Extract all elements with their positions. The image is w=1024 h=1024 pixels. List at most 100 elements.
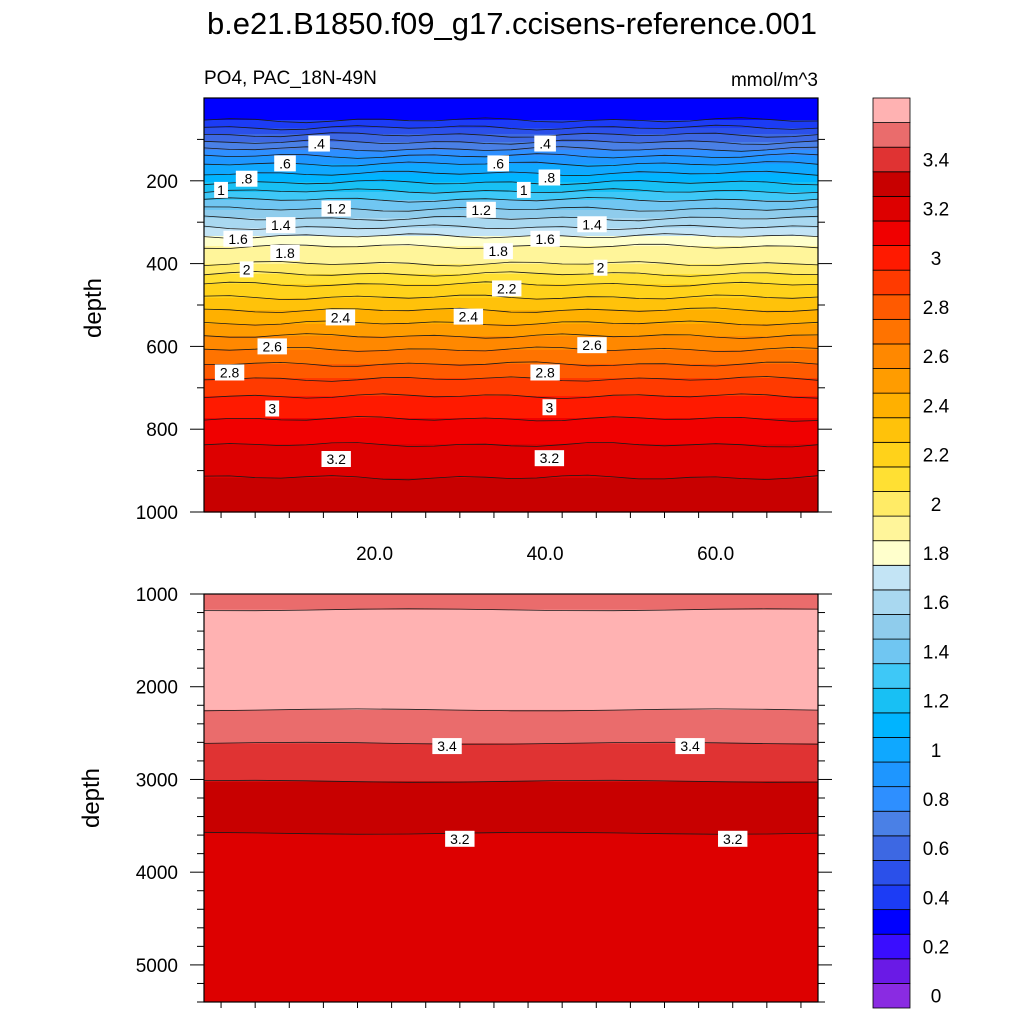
upper-contour-label: 1 (520, 182, 528, 198)
lower-y-axis-label: depth (78, 768, 105, 828)
upper-contour-label-box (593, 259, 608, 276)
colorbar-swatch (872, 195, 911, 222)
upper-fill-band (204, 240, 818, 243)
variable-region-label: PO4, PAC_18N-49N (204, 68, 377, 89)
lower-y-tick-label: 5000 (136, 956, 178, 977)
upper-fill-band (204, 114, 818, 117)
colorbar-tick-label: 0.4 (923, 888, 950, 909)
colorbar: 0 0.2 0.4 0.6 0.8 1 1.2 1.4 1.6 1.8 2 2.2 2.4 2.6 2.8 3… (872, 97, 950, 1009)
upper-y-axis-label: depth (80, 278, 107, 338)
upper-contour-label-box (487, 155, 510, 172)
upper-contour-line (203, 416, 819, 422)
upper-fill-band (204, 278, 818, 281)
upper-fill-band (204, 302, 818, 305)
upper-fill-band (204, 140, 818, 143)
upper-contour-line (203, 361, 819, 367)
upper-contour-label: 1.4 (582, 216, 602, 232)
upper-contour-line (203, 197, 819, 203)
upper-fill-band (204, 384, 818, 387)
upper-contour-line (203, 376, 819, 382)
upper-fill-band (204, 186, 818, 189)
units-label: mmol/m^3 (731, 70, 818, 91)
upper-fill-band (204, 112, 818, 115)
upper-contour-label-box (214, 364, 245, 381)
upper-fill-band (204, 476, 818, 479)
upper-fill-band (204, 486, 818, 489)
lower-y-tick-label: 4000 (136, 863, 178, 884)
upper-contour-label: 2 (597, 260, 605, 276)
upper-fill-band (204, 262, 818, 265)
lower-contour-label-box (445, 830, 475, 847)
upper-fill-band (204, 214, 818, 217)
upper-fill-band (204, 234, 818, 237)
upper-contour-label: .6 (492, 155, 504, 171)
upper-contour-line (203, 333, 819, 339)
upper-contour-line (203, 393, 819, 400)
colorbar-swatch (872, 97, 911, 123)
upper-fill-band (204, 150, 818, 153)
upper-fill-band (204, 426, 818, 429)
upper-fill-band (204, 312, 818, 315)
upper-fill-band (204, 166, 818, 169)
upper-fill-band (204, 270, 818, 273)
upper-fill-band (204, 320, 818, 323)
upper-fill-band (204, 170, 818, 173)
colorbar-swatch (872, 663, 911, 689)
upper-fill-band (204, 174, 818, 177)
upper-fill-band (204, 158, 818, 161)
upper-fill-band (204, 332, 818, 335)
upper-fill-band (204, 228, 818, 231)
upper-contour-label-box (325, 309, 356, 326)
upper-fill-band (204, 386, 818, 389)
lower-fill-band (204, 609, 818, 711)
upper-fill-band (204, 308, 818, 311)
upper-contour-line (203, 153, 819, 159)
upper-fill-band (204, 432, 818, 435)
colorbar-swatch (872, 687, 911, 714)
upper-contour-label: .8 (241, 171, 253, 187)
upper-fill-band (204, 508, 818, 511)
upper-fill-band (204, 378, 818, 381)
colorbar-swatch (872, 171, 911, 197)
upper-fill-band (204, 472, 818, 475)
upper-fill-band (204, 502, 818, 505)
upper-contour-label-box (239, 261, 254, 278)
lower-fill-band (204, 781, 818, 834)
upper-contour-label: 2.6 (582, 337, 602, 353)
upper-fill-band (204, 222, 818, 225)
lower-contour-line (203, 708, 819, 712)
upper-contour-label: 1.6 (535, 231, 555, 247)
upper-fill-band (204, 406, 818, 409)
upper-fill-band (204, 344, 818, 347)
upper-fill-band (204, 448, 818, 451)
upper-fill-band (204, 132, 818, 135)
colorbar-tick-label: 0 (931, 987, 942, 1008)
upper-fill-band (204, 446, 818, 449)
upper-fill-band (204, 98, 818, 101)
colorbar-swatch (872, 933, 911, 960)
upper-fill-band (204, 130, 818, 133)
upper-fill-band (204, 400, 818, 403)
upper-contour-line (203, 442, 819, 448)
upper-contour-line (203, 233, 819, 239)
upper-fill-band (204, 424, 818, 427)
upper-contour-label: .8 (544, 169, 556, 185)
upper-fill-band (204, 494, 818, 497)
upper-fill-band (204, 216, 818, 219)
colorbar-tick-label: 1.8 (923, 544, 949, 565)
upper-fill-band (204, 500, 818, 503)
upper-fill-band (204, 128, 818, 131)
colorbar-tick-label: 2 (931, 495, 942, 516)
upper-fill-band (204, 428, 818, 431)
upper-fill-band (204, 438, 818, 441)
upper-contour-label-box (577, 216, 607, 233)
upper-fill-band (204, 232, 818, 235)
upper-fill-band (204, 260, 818, 263)
lower-contour-label-box (432, 738, 462, 755)
upper-contour-line (203, 179, 819, 186)
upper-contour-label-box (270, 244, 300, 261)
upper-fill-band (204, 160, 818, 163)
upper-y-tick-label: 200 (146, 172, 178, 193)
colorbar-swatch (872, 860, 911, 886)
colorbar-tick-label: 3 (931, 249, 942, 270)
